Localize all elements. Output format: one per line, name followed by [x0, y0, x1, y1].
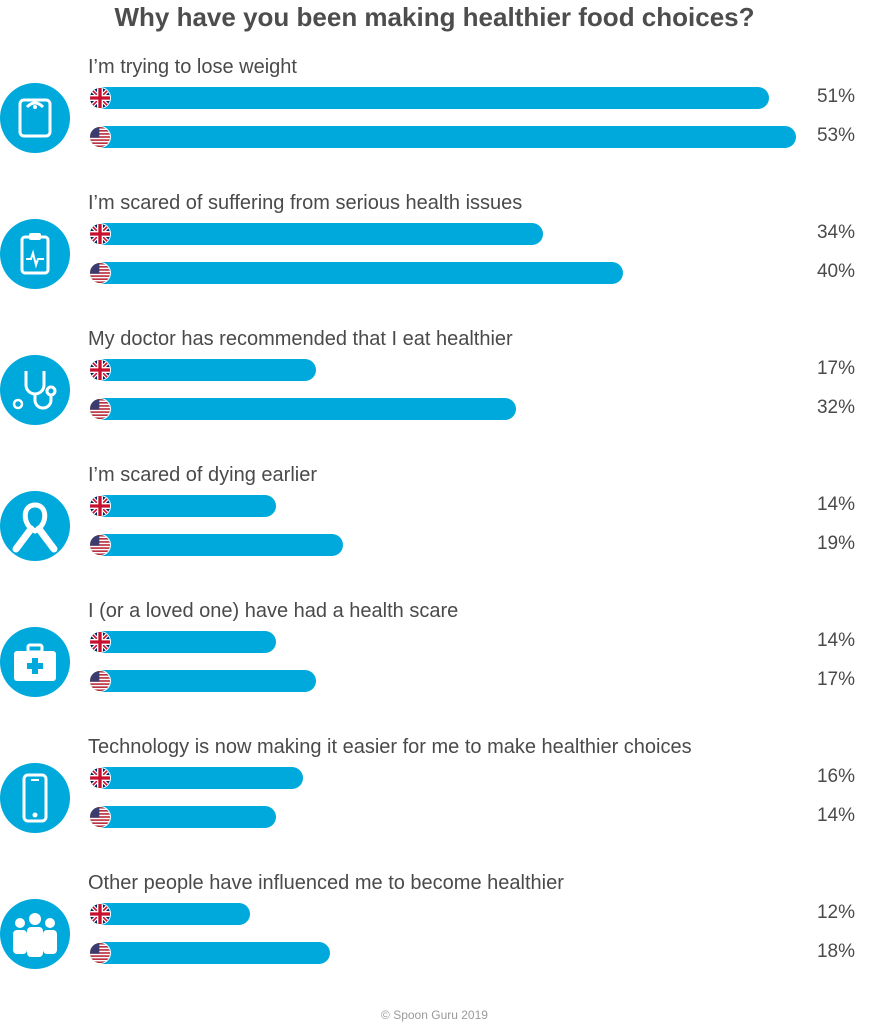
question-label: Other people have influenced me to becom…	[88, 872, 564, 894]
uk-flag-icon	[89, 87, 111, 109]
us-flag-icon	[89, 398, 111, 420]
question-group: My doctor has recommended that I eat hea…	[0, 328, 869, 448]
chart-title: Why have you been making healthier food …	[114, 2, 755, 32]
value-label-uk: 16%	[816, 766, 855, 787]
value-label-us: 17%	[816, 669, 855, 690]
copyright-footer: © Spoon Guru 2019	[381, 1008, 488, 1022]
value-label-us: 18%	[816, 941, 855, 962]
value-label-us: 14%	[816, 805, 855, 826]
bar-uk	[90, 903, 250, 925]
value-label-uk: 17%	[816, 358, 855, 379]
value-label-us: 40%	[816, 261, 855, 282]
bar-uk	[90, 631, 277, 653]
stethoscope-icon	[0, 355, 70, 425]
bar-uk	[90, 359, 317, 381]
uk-flag-icon	[89, 359, 111, 381]
value-label-uk: 14%	[816, 494, 855, 515]
bar-uk	[90, 495, 277, 517]
ribbon-icon	[0, 491, 70, 561]
people-group-icon	[0, 899, 70, 969]
bar-us	[90, 670, 317, 692]
question-label: I’m trying to lose weight	[88, 56, 297, 78]
value-label-uk: 51%	[816, 86, 855, 107]
us-flag-icon	[89, 942, 111, 964]
value-label-uk: 12%	[816, 902, 855, 923]
smartphone-icon	[0, 763, 70, 833]
uk-flag-icon	[89, 767, 111, 789]
value-label-us: 19%	[816, 533, 855, 554]
bar-us	[90, 806, 277, 828]
us-flag-icon	[89, 534, 111, 556]
first-aid-kit-icon	[0, 627, 70, 697]
us-flag-icon	[89, 262, 111, 284]
us-flag-icon	[89, 126, 111, 148]
question-label: I’m scared of dying earlier	[88, 464, 317, 486]
question-label: Technology is now making it easier for m…	[88, 736, 692, 758]
value-label-uk: 14%	[816, 630, 855, 651]
uk-flag-icon	[89, 903, 111, 925]
question-label: I (or a loved one) have had a health sca…	[88, 600, 459, 622]
bar-uk	[90, 767, 304, 789]
bar-uk	[90, 223, 543, 245]
bar-uk	[90, 87, 770, 109]
uk-flag-icon	[89, 495, 111, 517]
us-flag-icon	[89, 806, 111, 828]
question-group: I’m scared of dying earlier 14% 19%	[0, 464, 869, 584]
question-group: I’m scared of suffering from serious hea…	[0, 192, 869, 312]
scale-icon	[0, 83, 70, 153]
clipboard-heartbeat-icon	[0, 219, 70, 289]
question-group: I’m trying to lose weight 51% 53%	[0, 56, 869, 176]
value-label-us: 53%	[816, 125, 855, 146]
bar-us	[90, 534, 344, 556]
question-label: My doctor has recommended that I eat hea…	[88, 328, 513, 350]
uk-flag-icon	[89, 631, 111, 653]
value-label-us: 32%	[816, 397, 855, 418]
question-group: Other people have influenced me to becom…	[0, 872, 869, 992]
bar-us	[90, 942, 330, 964]
uk-flag-icon	[89, 223, 111, 245]
bar-us	[90, 398, 517, 420]
question-group: Technology is now making it easier for m…	[0, 736, 869, 856]
value-label-uk: 34%	[816, 222, 855, 243]
us-flag-icon	[89, 670, 111, 692]
bar-us	[90, 262, 623, 284]
question-group: I (or a loved one) have had a health sca…	[0, 600, 869, 720]
bar-us	[90, 126, 796, 148]
question-label: I’m scared of suffering from serious hea…	[88, 192, 523, 214]
